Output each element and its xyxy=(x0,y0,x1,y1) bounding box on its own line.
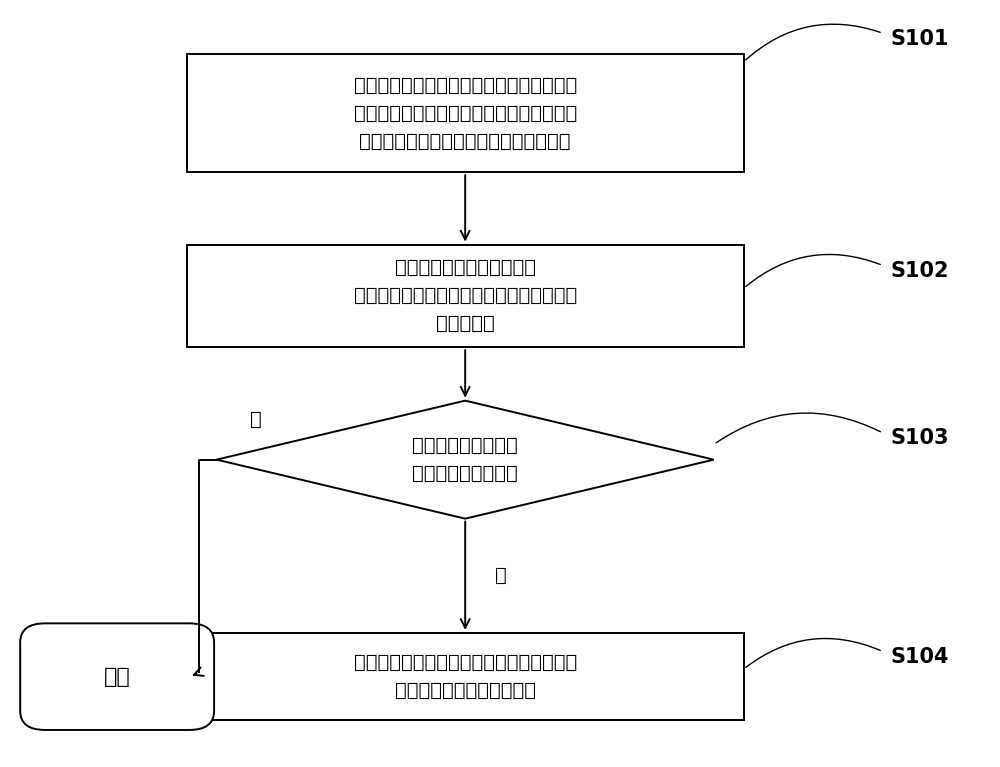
Text: S102: S102 xyxy=(891,261,949,281)
Text: 结束: 结束 xyxy=(104,667,131,686)
Bar xyxy=(187,633,744,720)
Text: 当消息列表数据中存在待审批数据时，向目
标对象发送待审批消息提醒: 当消息列表数据中存在待审批数据时，向目 标对象发送待审批消息提醒 xyxy=(354,653,577,700)
Text: S101: S101 xyxy=(891,28,949,48)
Polygon shape xyxy=(217,400,714,518)
Text: S103: S103 xyxy=(891,428,949,449)
FancyBboxPatch shape xyxy=(20,624,214,730)
Text: S104: S104 xyxy=(891,647,949,667)
Text: 是: 是 xyxy=(495,566,507,585)
Text: 根据目标对象的相关信息，
调取审批管理系统中与目标对象相对应的消
息列表数据: 根据目标对象的相关信息， 调取审批管理系统中与目标对象相对应的消 息列表数据 xyxy=(354,258,577,334)
Bar xyxy=(187,54,744,173)
Text: 否: 否 xyxy=(250,410,262,430)
Text: 当目标对象在考勤签到时，获取目标对象在
考勤管理系统中的相关信息，相关信息包括
目标对象在考勤管理系统中的注册信息。: 当目标对象在考勤签到时，获取目标对象在 考勤管理系统中的相关信息，相关信息包括 … xyxy=(354,76,577,150)
Bar xyxy=(187,245,744,347)
Text: 判断消息列表数据中
是否存在待审批数据: 判断消息列表数据中 是否存在待审批数据 xyxy=(412,436,518,483)
